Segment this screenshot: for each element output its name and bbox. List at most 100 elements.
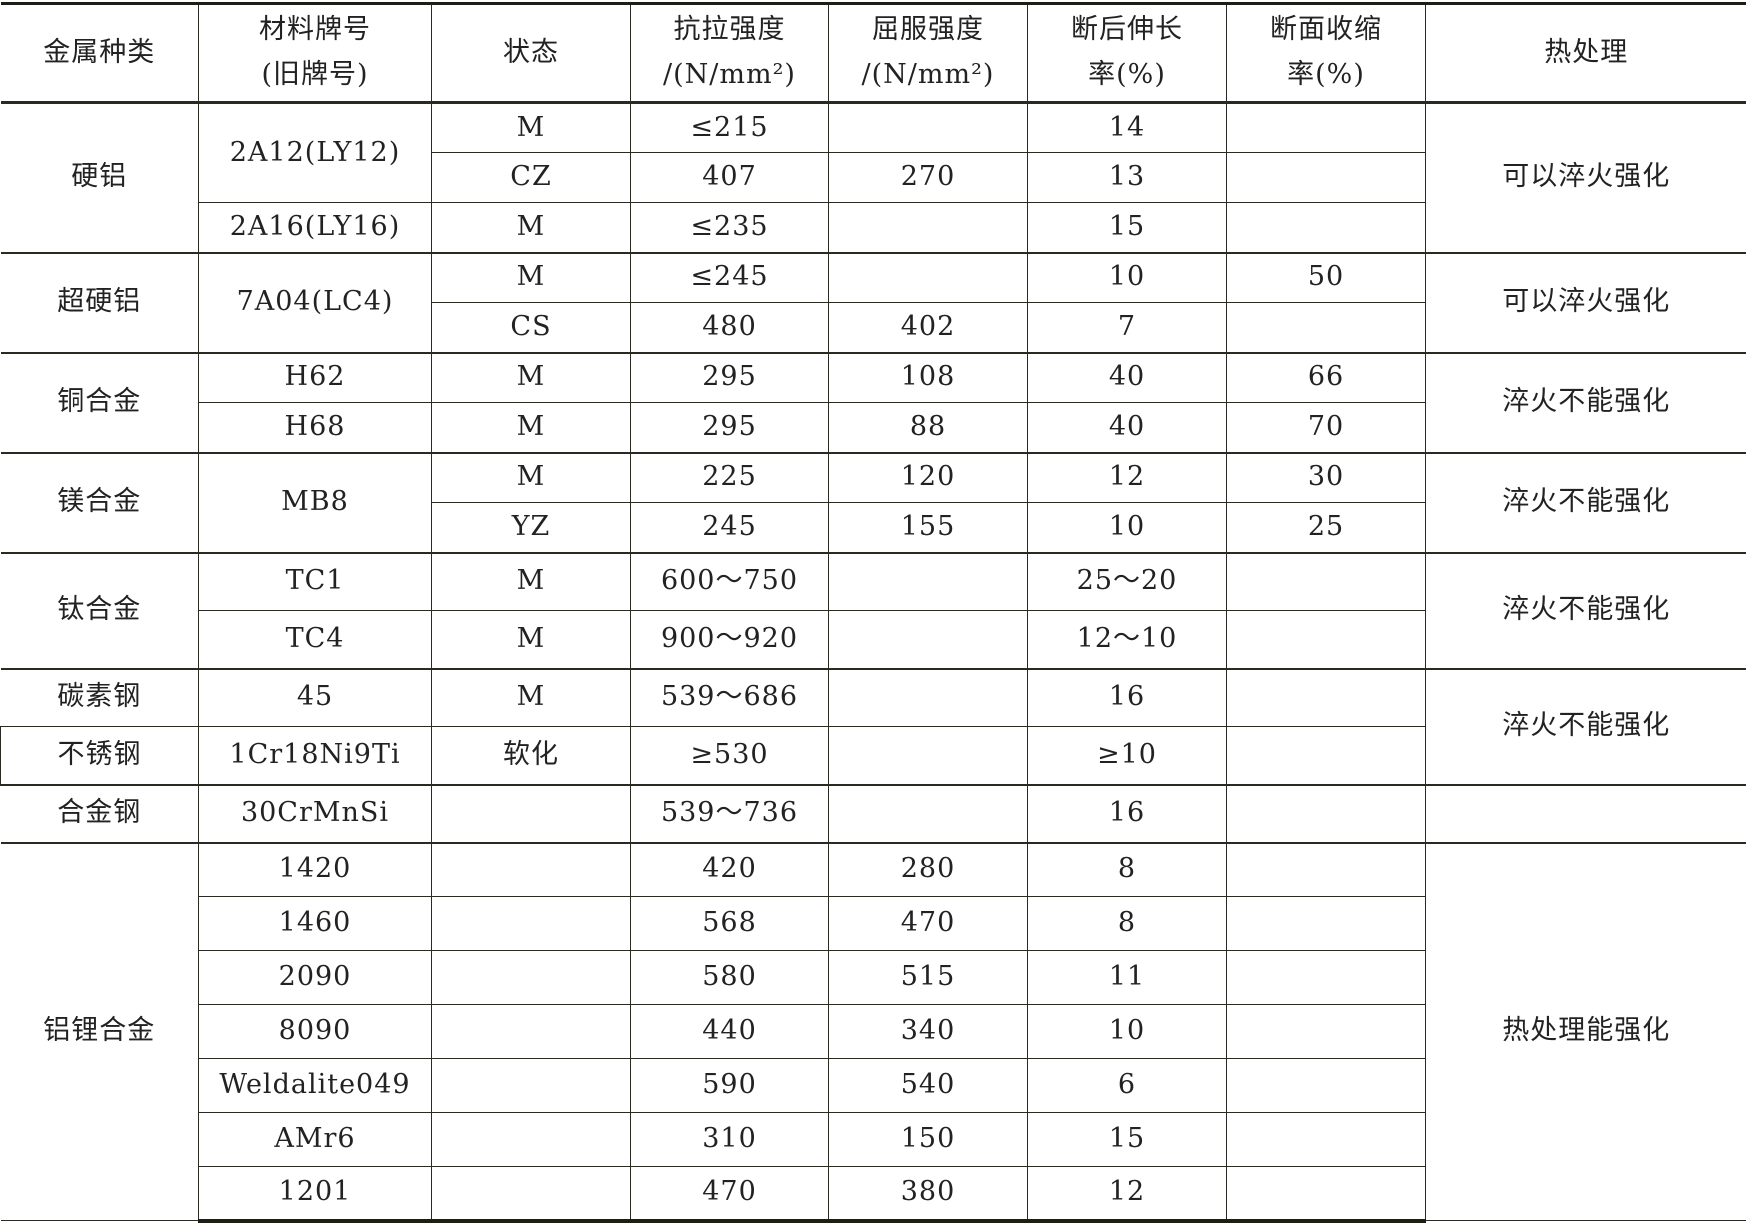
table-cell — [1227, 1113, 1426, 1167]
table-cell: 热处理能强化 — [1426, 843, 1746, 1221]
table-cell: CS — [432, 303, 631, 353]
table-cell: MB8 — [199, 453, 432, 553]
table-cell: 12 — [1028, 1167, 1227, 1221]
table-cell — [1227, 303, 1426, 353]
table-cell: 600～750 — [631, 553, 829, 611]
table-cell: 25 — [1227, 503, 1426, 553]
table-cell — [829, 669, 1028, 727]
table-cell: H68 — [199, 403, 432, 453]
table-cell: 淬火不能强化 — [1426, 453, 1746, 553]
table-cell: 硬铝 — [1, 103, 199, 253]
table-cell — [829, 785, 1028, 843]
table-cell: 钛合金 — [1, 553, 199, 669]
table-cell: 8090 — [199, 1005, 432, 1059]
table-cell: 470 — [631, 1167, 829, 1221]
column-header: 屈服强度 /(N/mm²) — [829, 4, 1028, 103]
table-cell: 2090 — [199, 951, 432, 1005]
table-cell: H62 — [199, 353, 432, 403]
table-cell: 440 — [631, 1005, 829, 1059]
table-cell: M — [432, 669, 631, 727]
table-cell: ≤235 — [631, 203, 829, 253]
header-row: 金属种类材料牌号 (旧牌号)状态抗拉强度 /(N/mm²)屈服强度 /(N/mm… — [1, 4, 1746, 103]
table-cell: 12 — [1028, 453, 1227, 503]
table-cell: ≥530 — [631, 727, 829, 785]
table-cell: 铜合金 — [1, 353, 199, 453]
table-cell: 不锈钢 — [1, 727, 199, 785]
table-cell — [432, 897, 631, 951]
table-cell: 70 — [1227, 403, 1426, 453]
table-cell: 淬火不能强化 — [1426, 353, 1746, 453]
table-cell: 镁合金 — [1, 453, 199, 553]
table-cell: 1Cr18Ni9Ti — [199, 727, 432, 785]
table-cell: 40 — [1028, 353, 1227, 403]
table-cell: ≤245 — [631, 253, 829, 303]
table-cell: 1460 — [199, 897, 432, 951]
table-cell: 88 — [829, 403, 1028, 453]
column-header: 状态 — [432, 4, 631, 103]
table-cell: 295 — [631, 353, 829, 403]
table-cell: 280 — [829, 843, 1028, 897]
table-cell: 539～736 — [631, 785, 829, 843]
table-cell: 16 — [1028, 785, 1227, 843]
table-cell: M — [432, 453, 631, 503]
table-cell: 11 — [1028, 951, 1227, 1005]
table-cell: M — [432, 553, 631, 611]
table-cell: M — [432, 611, 631, 669]
table-cell — [829, 203, 1028, 253]
column-header: 断后伸长 率(%) — [1028, 4, 1227, 103]
table-cell — [1227, 843, 1426, 897]
table-cell: 540 — [829, 1059, 1028, 1113]
table-cell: 515 — [829, 951, 1028, 1005]
table-cell: 30CrMnSi — [199, 785, 432, 843]
table-cell: 8 — [1028, 843, 1227, 897]
table-cell: 7 — [1028, 303, 1227, 353]
table-cell: CZ — [432, 153, 631, 203]
table-cell: 可以淬火强化 — [1426, 103, 1746, 253]
table-cell: ≥10 — [1028, 727, 1227, 785]
table-cell: M — [432, 203, 631, 253]
table-cell: 14 — [1028, 103, 1227, 153]
table-cell — [1227, 951, 1426, 1005]
table-cell — [1227, 727, 1426, 785]
table-cell: 480 — [631, 303, 829, 353]
column-header: 抗拉强度 /(N/mm²) — [631, 4, 829, 103]
table-cell: 碳素钢 — [1, 669, 199, 727]
table-cell: 120 — [829, 453, 1028, 503]
table-cell: ≤215 — [631, 103, 829, 153]
table-cell: 8 — [1028, 897, 1227, 951]
table-cell — [1227, 611, 1426, 669]
table-cell: 2A16(LY16) — [199, 203, 432, 253]
table-cell: 50 — [1227, 253, 1426, 303]
table-cell: 270 — [829, 153, 1028, 203]
column-header: 热处理 — [1426, 4, 1746, 103]
table-cell — [432, 1005, 631, 1059]
table-cell: M — [432, 353, 631, 403]
table-cell: 超硬铝 — [1, 253, 199, 353]
table-cell: 225 — [631, 453, 829, 503]
table-cell: 7A04(LC4) — [199, 253, 432, 353]
table-cell: YZ — [432, 503, 631, 553]
table-cell — [1227, 153, 1426, 203]
table-cell: TC4 — [199, 611, 432, 669]
table-cell — [432, 843, 631, 897]
table-cell — [1426, 785, 1746, 843]
table-cell — [1227, 785, 1426, 843]
table-cell: Weldalite049 — [199, 1059, 432, 1113]
table-cell — [1227, 1059, 1426, 1113]
table-cell: 15 — [1028, 1113, 1227, 1167]
table-cell: 295 — [631, 403, 829, 453]
table-cell: 568 — [631, 897, 829, 951]
table-cell — [1227, 203, 1426, 253]
table-cell: 15 — [1028, 203, 1227, 253]
table-cell — [829, 727, 1028, 785]
table-cell: 30 — [1227, 453, 1426, 503]
table-cell: 10 — [1028, 503, 1227, 553]
table-cell: 150 — [829, 1113, 1028, 1167]
table-cell: 淬火不能强化 — [1426, 669, 1746, 785]
table-cell: 245 — [631, 503, 829, 553]
